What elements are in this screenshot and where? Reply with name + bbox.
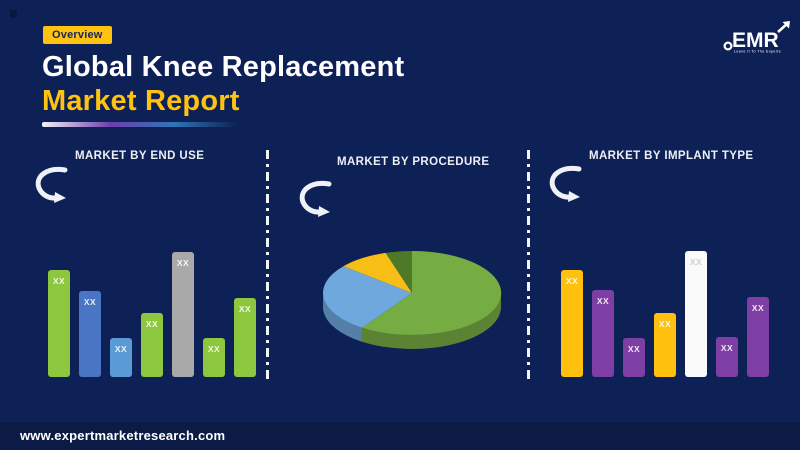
bar: XX xyxy=(172,252,194,377)
bar-value-label: XX xyxy=(689,257,703,267)
bar-value-label: XX xyxy=(751,303,765,313)
bar: XX xyxy=(141,313,163,377)
section-title-implant-type: MARKET BY IMPLANT TYPE xyxy=(589,150,754,162)
emr-logo-icon: EMR Leave It To The Experts xyxy=(723,21,790,54)
title-line2: Market Report xyxy=(42,85,240,117)
curved-arrow-icon xyxy=(299,180,332,217)
footer-url-link[interactable]: www.expertmarketresearch.com xyxy=(20,428,226,443)
bar: XX xyxy=(48,270,70,377)
bar-value-label: XX xyxy=(658,319,672,329)
bar-chart-end-use: XX XX XX XX XX XX XX xyxy=(48,247,256,377)
bar-value-label: XX xyxy=(207,344,221,354)
bar-value-label: XX xyxy=(176,258,190,268)
bar: XX xyxy=(685,251,707,377)
title-underline xyxy=(42,122,237,127)
bar-chart-implant-type: XX XX XX XX XX XX XX xyxy=(561,247,769,377)
section-title-end-use: MARKET BY END USE xyxy=(75,150,205,162)
pie-slice-side xyxy=(323,293,362,342)
overview-badge: Overview xyxy=(43,26,112,44)
pie-slice xyxy=(385,251,412,293)
bar-value-label: XX xyxy=(52,276,66,286)
bar-value-label: XX xyxy=(720,343,734,353)
bar-value-label: XX xyxy=(114,344,128,354)
pie-slice xyxy=(323,266,412,328)
bar: XX xyxy=(561,270,583,377)
footer-bar: www.expertmarketresearch.com xyxy=(0,422,800,450)
bar-value-label: XX xyxy=(238,304,252,314)
emr-logo: EMR Leave It To The Experts xyxy=(722,20,794,58)
section-title-procedure: MARKET BY PROCEDURE xyxy=(337,156,490,168)
corner-mark xyxy=(10,10,17,18)
page-title: Global Knee Replacement Market Report xyxy=(42,50,404,118)
pie-slice xyxy=(343,252,412,293)
vertical-separator xyxy=(527,150,530,383)
pie-chart-procedure xyxy=(323,250,502,349)
bar-value-label: XX xyxy=(627,344,641,354)
bar: XX xyxy=(654,313,676,377)
bar: XX xyxy=(623,338,645,377)
bar: XX xyxy=(747,297,769,377)
bar: XX xyxy=(79,291,101,377)
bar: XX xyxy=(110,338,132,377)
pie-slice xyxy=(362,250,502,335)
curved-arrow-icon xyxy=(35,166,68,203)
bar-value-label: XX xyxy=(596,296,610,306)
pie-slice-side xyxy=(362,293,501,349)
curved-arrow-icon xyxy=(549,165,582,202)
bar-value-label: XX xyxy=(83,297,97,307)
emr-logo-text: EMR xyxy=(732,29,779,52)
title-line1: Global Knee Replacement xyxy=(42,51,405,83)
emr-logo-tagline: Leave It To The Experts xyxy=(734,50,781,54)
bar: XX xyxy=(234,298,256,377)
bar: XX xyxy=(716,337,738,377)
bar-value-label: XX xyxy=(565,276,579,286)
bar: XX xyxy=(592,290,614,377)
bar: XX xyxy=(203,338,225,377)
bar-value-label: XX xyxy=(145,319,159,329)
vertical-separator xyxy=(266,150,269,383)
